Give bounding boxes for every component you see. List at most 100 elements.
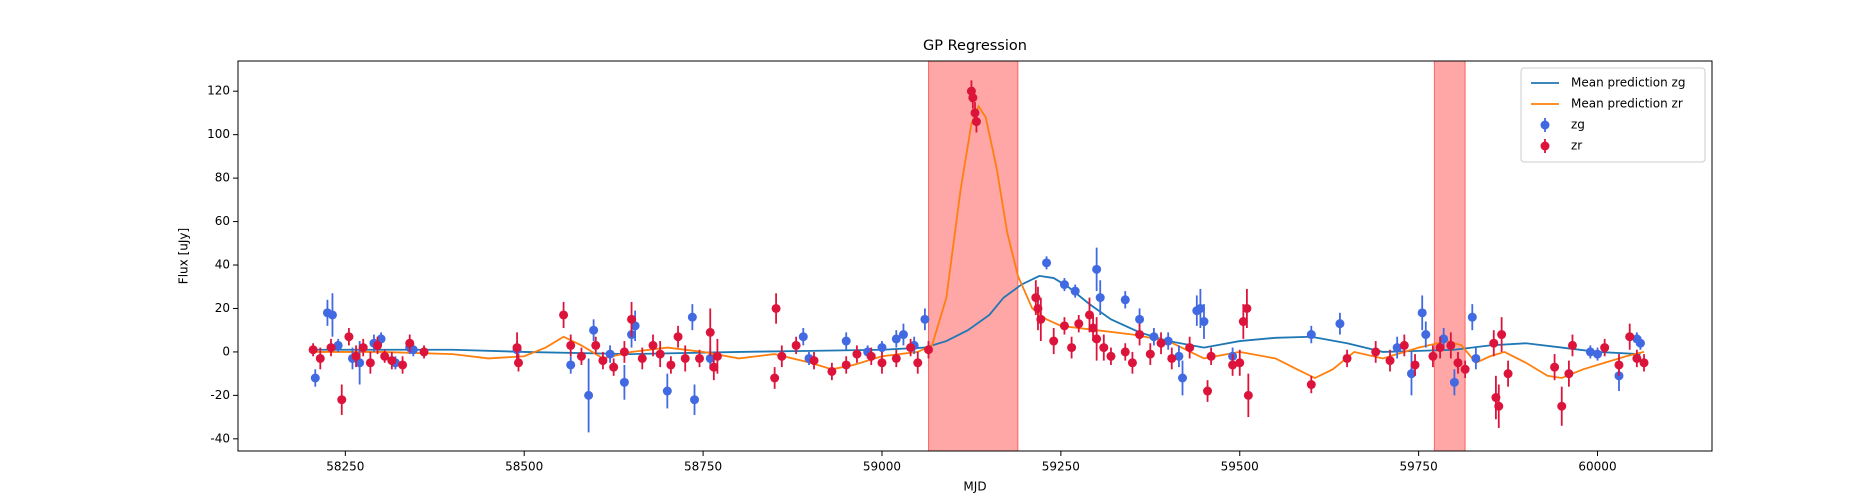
shaded-region xyxy=(927,61,1019,451)
data-point xyxy=(923,345,933,355)
data-point xyxy=(559,310,569,320)
data-point xyxy=(1342,353,1352,363)
data-point xyxy=(1467,312,1477,322)
data-point xyxy=(906,343,916,353)
data-point xyxy=(891,353,901,363)
data-point xyxy=(1635,338,1645,348)
data-point xyxy=(970,108,980,118)
data-point xyxy=(1042,258,1052,268)
data-point xyxy=(1406,369,1416,379)
data-point xyxy=(1242,303,1252,313)
data-point xyxy=(1127,358,1137,368)
data-point xyxy=(841,360,851,370)
data-point xyxy=(326,343,336,353)
data-point xyxy=(387,356,397,366)
data-point xyxy=(1156,338,1166,348)
shaded-region xyxy=(1433,61,1466,451)
data-point xyxy=(627,314,637,324)
data-point xyxy=(1435,343,1445,353)
data-point xyxy=(1639,358,1649,368)
data-point xyxy=(1120,347,1130,357)
data-point xyxy=(1471,353,1481,363)
data-point xyxy=(1195,303,1205,313)
data-point xyxy=(344,332,354,342)
data-point xyxy=(791,340,801,350)
data-point xyxy=(1557,401,1567,411)
x-tick-label: 59250 xyxy=(1042,460,1080,474)
data-point xyxy=(662,386,672,396)
y-axis-label: Flux [uJy] xyxy=(177,228,191,284)
data-point xyxy=(680,353,690,363)
data-point xyxy=(968,93,978,103)
x-tick-label: 58250 xyxy=(326,460,364,474)
data-point xyxy=(576,351,586,361)
data-point xyxy=(619,347,629,357)
data-point xyxy=(913,358,923,368)
x-axis-label: MJD xyxy=(963,480,986,494)
data-point xyxy=(1235,358,1245,368)
data-point xyxy=(971,117,981,127)
data-point xyxy=(1174,351,1184,361)
y-tick-label: 40 xyxy=(215,258,230,272)
data-point xyxy=(1600,343,1610,353)
data-point xyxy=(1203,386,1213,396)
data-point xyxy=(1238,317,1248,327)
data-point xyxy=(877,358,887,368)
data-point xyxy=(1031,293,1041,303)
data-point xyxy=(1625,332,1635,342)
data-point xyxy=(1167,353,1177,363)
data-point xyxy=(1421,330,1431,340)
data-point xyxy=(1453,358,1463,368)
data-point xyxy=(648,340,658,350)
data-point xyxy=(1593,349,1603,359)
data-point xyxy=(655,349,665,359)
data-point xyxy=(1088,323,1098,333)
data-point xyxy=(1074,319,1084,329)
data-point xyxy=(1149,332,1159,342)
data-point xyxy=(1494,401,1504,411)
x-tick-label: 59500 xyxy=(1221,460,1259,474)
data-point xyxy=(695,353,705,363)
data-point xyxy=(1491,393,1501,403)
data-point xyxy=(1070,286,1080,296)
x-tick-label: 58500 xyxy=(505,460,543,474)
data-point xyxy=(1399,340,1409,350)
data-point xyxy=(690,395,700,405)
data-point xyxy=(308,345,318,355)
data-point xyxy=(1428,351,1438,361)
data-point xyxy=(637,353,647,363)
x-tick-label: 60000 xyxy=(1578,460,1616,474)
data-point xyxy=(1503,369,1513,379)
data-point xyxy=(709,362,719,372)
data-point xyxy=(1092,264,1102,274)
data-point xyxy=(852,349,862,359)
y-tick-label: -40 xyxy=(210,431,230,445)
data-point xyxy=(591,340,601,350)
data-point xyxy=(1206,351,1216,361)
data-point xyxy=(1120,295,1130,305)
data-point xyxy=(1135,330,1145,340)
data-point xyxy=(351,351,361,361)
data-point xyxy=(1185,343,1195,353)
data-point xyxy=(891,334,901,344)
data-point xyxy=(566,360,576,370)
data-point xyxy=(513,358,523,368)
data-point xyxy=(1178,373,1188,383)
data-point xyxy=(1585,347,1595,357)
data-point xyxy=(1306,330,1316,340)
data-point xyxy=(877,343,887,353)
data-point xyxy=(666,360,676,370)
data-point xyxy=(598,356,608,366)
data-point xyxy=(398,360,408,370)
data-point xyxy=(1228,360,1238,370)
data-point xyxy=(605,349,615,359)
data-point xyxy=(798,332,808,342)
legend-marker xyxy=(1540,120,1550,130)
y-tick-label: 80 xyxy=(215,171,230,185)
data-point xyxy=(1092,334,1102,344)
plot-area xyxy=(308,61,1649,451)
y-tick-label: -20 xyxy=(210,388,230,402)
x-tick-label: 59000 xyxy=(863,460,901,474)
data-point xyxy=(584,390,594,400)
